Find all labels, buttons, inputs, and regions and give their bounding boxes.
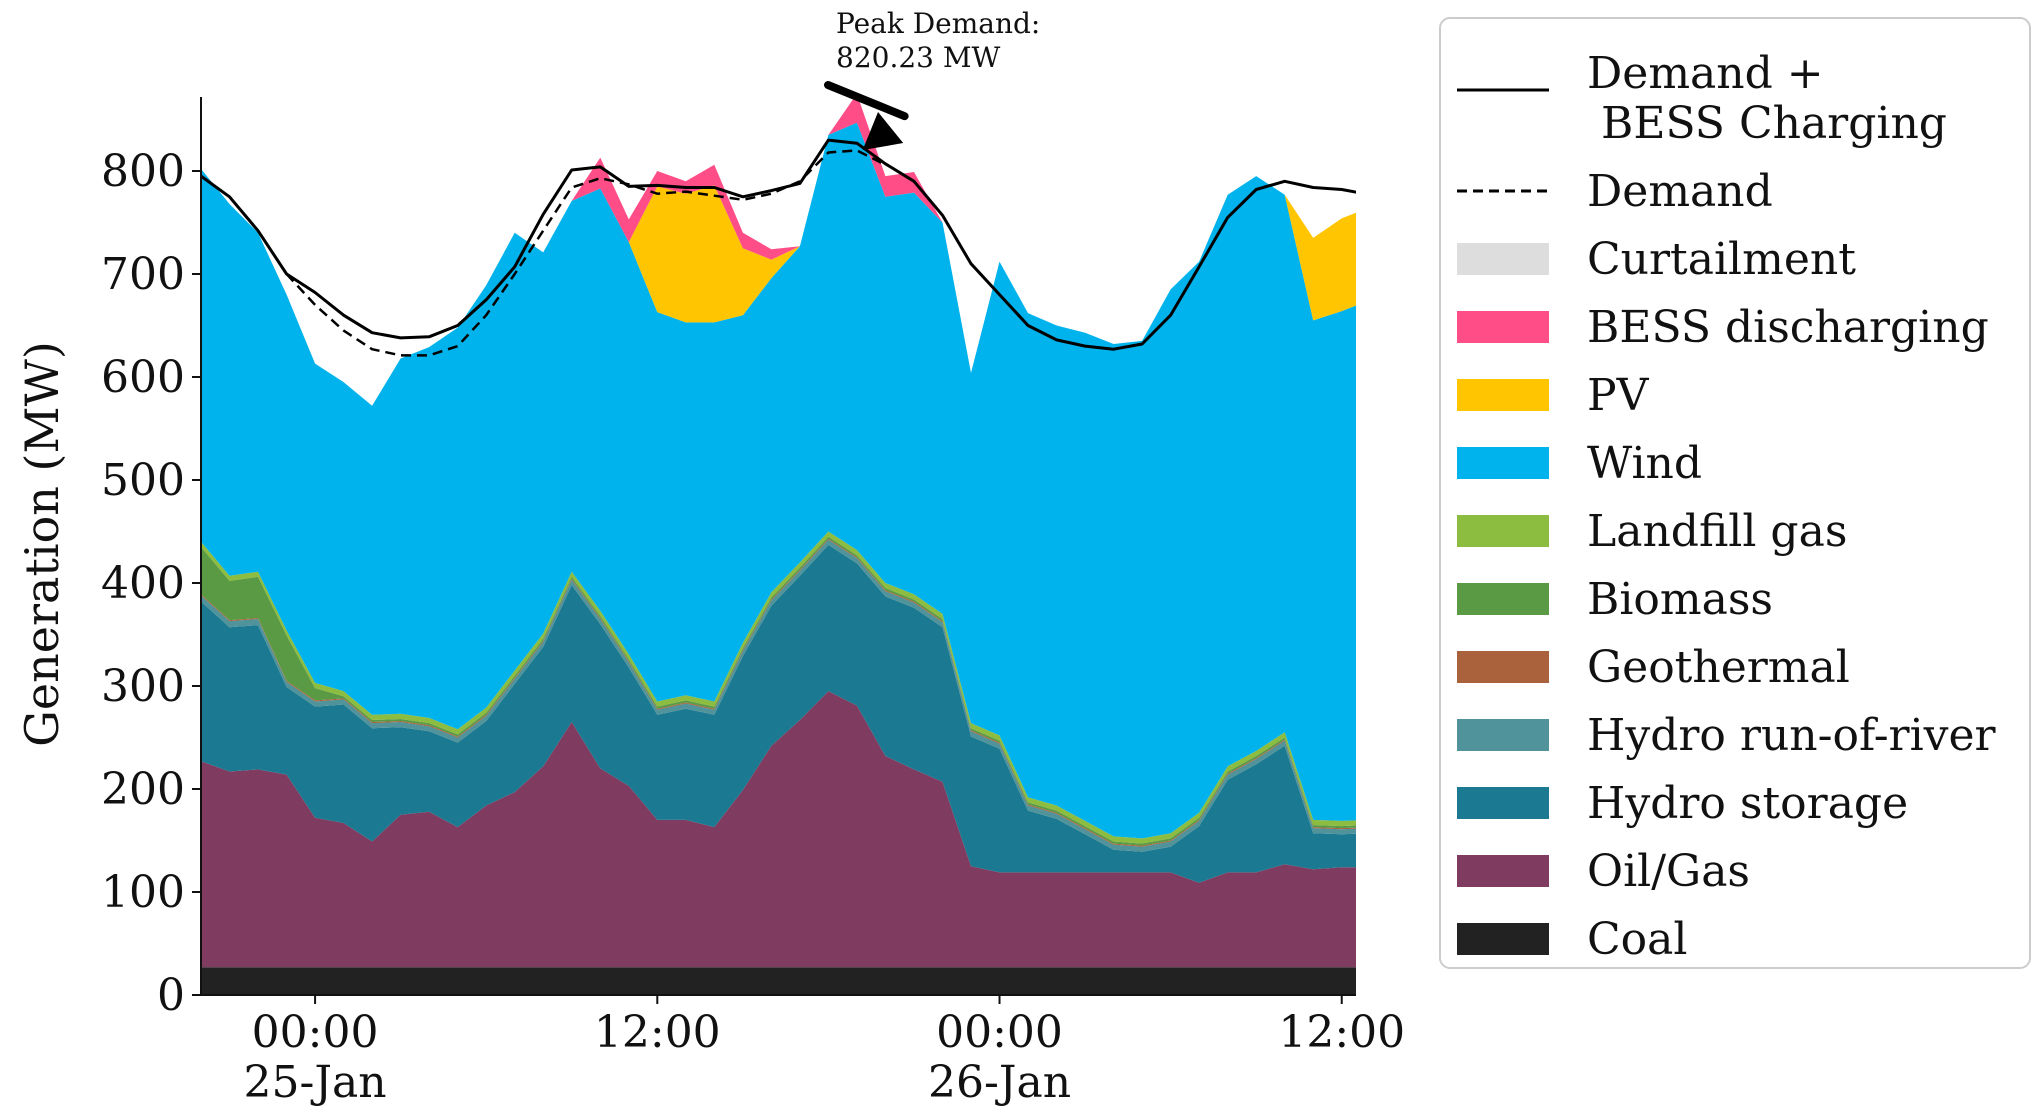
y-tick-label: 300 [101, 661, 185, 712]
legend-label: Oil/Gas [1587, 846, 1750, 897]
demand-plus-bess-line [201, 138, 1356, 351]
legend-label: Demand + [1587, 48, 1824, 99]
legend-label: Biomass [1587, 574, 1773, 625]
stacked-areas [201, 93, 1356, 995]
legend-label-line-2: BESS Charging [1587, 98, 1947, 149]
legend-label: Coal [1587, 914, 1687, 965]
y-tick-label: 700 [101, 249, 185, 300]
legend-label: Demand [1587, 166, 1773, 217]
x-tick-label-time: 00:00 [936, 1007, 1063, 1058]
legend-swatch [1457, 855, 1549, 887]
legend-swatch [1457, 515, 1549, 547]
x-tick-label-time: 12:00 [1278, 1007, 1405, 1058]
legend-frame [1439, 17, 2031, 969]
y-tick-label: 500 [101, 455, 185, 506]
y-tick-label: 600 [101, 352, 185, 403]
legend-label: Wind [1587, 438, 1702, 489]
legend-label: Hydro run-of-river [1587, 710, 1997, 761]
legend-swatch [1457, 243, 1549, 275]
area-coal [201, 967, 1356, 995]
annotation-line-2: 820.23 MW [836, 41, 1001, 74]
axes: 010020030040050060070080000:0025-Jan12:0… [101, 97, 1405, 1108]
legend-label: Geothermal [1587, 642, 1850, 693]
legend-swatch [1457, 447, 1549, 479]
x-tick-label-date: 26-Jan [928, 1057, 1071, 1108]
demand-lines [201, 138, 1356, 357]
arrow-shaft [824, 81, 909, 121]
legend-label: Curtailment [1587, 234, 1856, 285]
y-tick-label: 800 [101, 146, 185, 197]
x-tick-label-time: 12:00 [594, 1007, 721, 1058]
area-hydro-storage [201, 544, 1356, 883]
legend-swatch [1457, 923, 1549, 955]
area-bess-discharging [201, 93, 1356, 406]
legend-swatch [1457, 651, 1549, 683]
demand-line [285, 149, 886, 357]
legend-swatch [1457, 583, 1549, 615]
area-pv [201, 122, 1356, 406]
legend-swatch [1457, 379, 1549, 411]
legend-swatch [1457, 311, 1549, 343]
arrow-head-icon [862, 111, 904, 151]
legend-label: PV [1587, 370, 1650, 421]
area-wind [201, 122, 1356, 839]
legend: Demand + BESS Charging Demand Curtailment B… [1439, 17, 2031, 969]
peak-annotation: Peak Demand:820.23 MW [824, 7, 1040, 151]
y-axis-title: Generation (MW) [15, 341, 69, 747]
legend-label: Hydro storage [1587, 778, 1908, 829]
legend-swatch [1457, 719, 1549, 751]
area-oil-gas [201, 691, 1356, 968]
y-tick-label: 0 [157, 970, 185, 1021]
y-tick-label: 200 [101, 764, 185, 815]
y-tick-label: 100 [101, 867, 185, 918]
legend-swatch [1457, 787, 1549, 819]
y-tick-label: 400 [101, 558, 185, 609]
x-tick-label-time: 00:00 [252, 1007, 379, 1058]
legend-label: Landfill gas [1587, 506, 1847, 557]
x-tick-label-date: 25-Jan [244, 1057, 387, 1108]
legend-label: BESS discharging [1587, 302, 1989, 353]
annotation-line-1: Peak Demand: [836, 7, 1040, 40]
